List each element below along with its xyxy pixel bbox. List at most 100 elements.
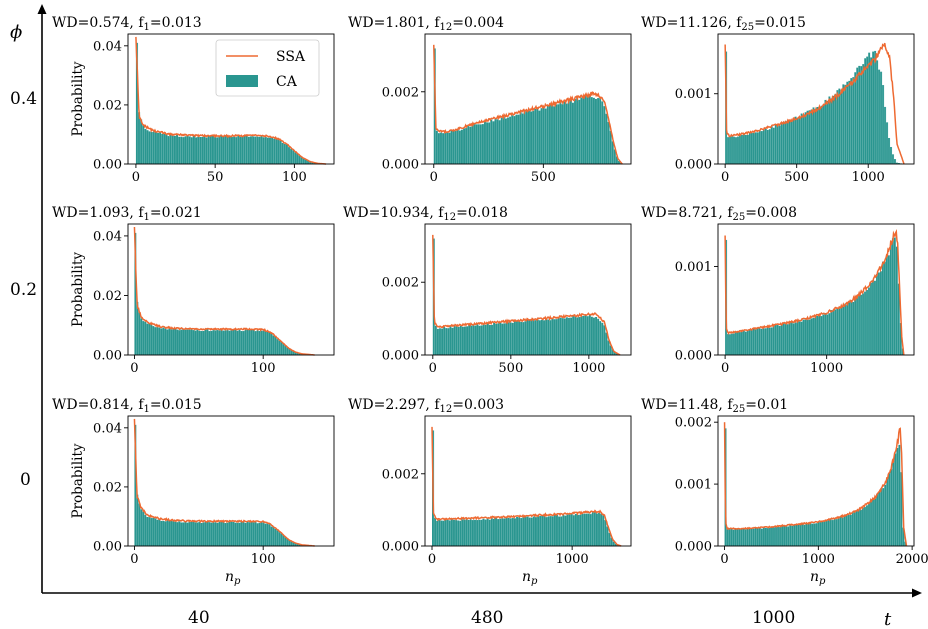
ca-bar [820, 105, 823, 164]
subplot-title: WD=2.297, f12=0.003 [348, 397, 504, 415]
ca-bar [740, 528, 743, 546]
ca-bar [567, 101, 570, 164]
ca-bar [482, 323, 485, 355]
ca-bar [298, 544, 301, 546]
ca-bar [792, 323, 795, 355]
subplot-title: WD=1.801, f12=0.004 [348, 15, 504, 33]
ca-bar [156, 519, 159, 546]
phi-level-0-4: 0.4 [10, 89, 37, 109]
subplot-r1-c2: 0.000 0.001 0 1000 WD=8.721, f25=0.008 [641, 205, 915, 376]
ca-bar [574, 315, 577, 355]
ca-bar [553, 106, 556, 164]
ca-bar [173, 135, 177, 164]
ca-bar [167, 136, 170, 164]
ca-bar [880, 71, 883, 164]
ca-bar [466, 326, 469, 355]
ca-bar [220, 135, 223, 164]
ca-bar [445, 328, 448, 355]
ca-bar [548, 104, 552, 164]
ca-bar [230, 330, 233, 355]
ca-bar [768, 327, 771, 355]
ca-bar [281, 142, 284, 164]
ca-bar [206, 329, 209, 355]
ca-bar [746, 330, 749, 355]
ca-bar [256, 330, 259, 355]
x-tick-label: 100 [251, 552, 276, 567]
ca-bar [492, 121, 495, 164]
ca-bar [782, 323, 785, 355]
ca-bar [182, 329, 185, 355]
ca-bar [242, 331, 245, 355]
y-tick-label: 0.002 [382, 276, 419, 291]
ca-bar [539, 516, 542, 546]
ca-bar [603, 106, 606, 164]
ca-bar [444, 519, 447, 546]
ca-bar [576, 317, 579, 355]
ca-bar [250, 521, 253, 546]
ca-bar [562, 514, 565, 546]
ca-bar [614, 543, 617, 546]
y-tick-label: 0.002 [382, 467, 419, 482]
ca-bar [816, 315, 819, 355]
ca-bar [146, 130, 149, 164]
ca-bar [442, 520, 445, 546]
ca-bar [802, 115, 805, 164]
ca-bar [574, 98, 577, 164]
ca-bar [272, 335, 275, 355]
ca-bar [581, 513, 584, 546]
ca-bar [440, 132, 443, 164]
ca-bar [786, 324, 789, 355]
ca-bar [304, 159, 308, 164]
ca-bar [803, 524, 806, 546]
ca-bar [744, 529, 747, 546]
ca-bar [472, 325, 475, 355]
ca-bar [459, 520, 462, 546]
ssa-line [723, 422, 908, 547]
ca-bar [274, 336, 277, 355]
ca-bar [239, 136, 242, 164]
ca-bar [584, 315, 587, 355]
ca-bar [203, 136, 206, 164]
ca-bar [437, 133, 441, 164]
ca-bar [469, 519, 472, 546]
ca-bar [595, 316, 598, 355]
ca-bar [264, 523, 267, 546]
y-tick-label: 0.00 [93, 349, 122, 364]
ca-bar [460, 129, 464, 164]
ca-bar [559, 317, 562, 355]
ca-bar [532, 110, 535, 164]
ca-bar [252, 329, 255, 355]
ca-bar [236, 522, 239, 546]
ca-bar [520, 321, 523, 355]
y-tick-label: 0.000 [675, 158, 712, 173]
ca-bar [258, 331, 261, 355]
ca-bar [478, 325, 481, 355]
ca-bar [454, 130, 457, 164]
ca-bar [450, 130, 453, 164]
ca-bar [268, 524, 271, 546]
ca-bar [266, 331, 269, 355]
outer-axes: ϕ t 0.4 0.2 0 40 480 1000 [10, 4, 922, 629]
ca-bar [590, 316, 594, 355]
ca-bar [528, 517, 531, 546]
ssa-line [133, 226, 315, 356]
ca-bar [300, 354, 303, 355]
ca-bar [551, 104, 554, 164]
ca-bar [269, 137, 272, 164]
ca-bar [250, 329, 253, 355]
ca-bar [210, 522, 213, 546]
ca-bar [486, 122, 489, 164]
ca-bar [817, 521, 820, 546]
ca-bar [846, 81, 849, 164]
ca-bar [150, 324, 153, 355]
ca-bar [294, 352, 297, 355]
ca-bar [593, 317, 596, 355]
ca-bar [497, 323, 500, 355]
ca-bar [146, 323, 149, 355]
ca-bar [201, 136, 204, 164]
ca-bar [820, 316, 823, 355]
y-tick-label: 0.04 [93, 229, 122, 244]
ca-bar [829, 519, 832, 546]
ca-bar [754, 329, 757, 355]
ca-bar [883, 261, 886, 355]
